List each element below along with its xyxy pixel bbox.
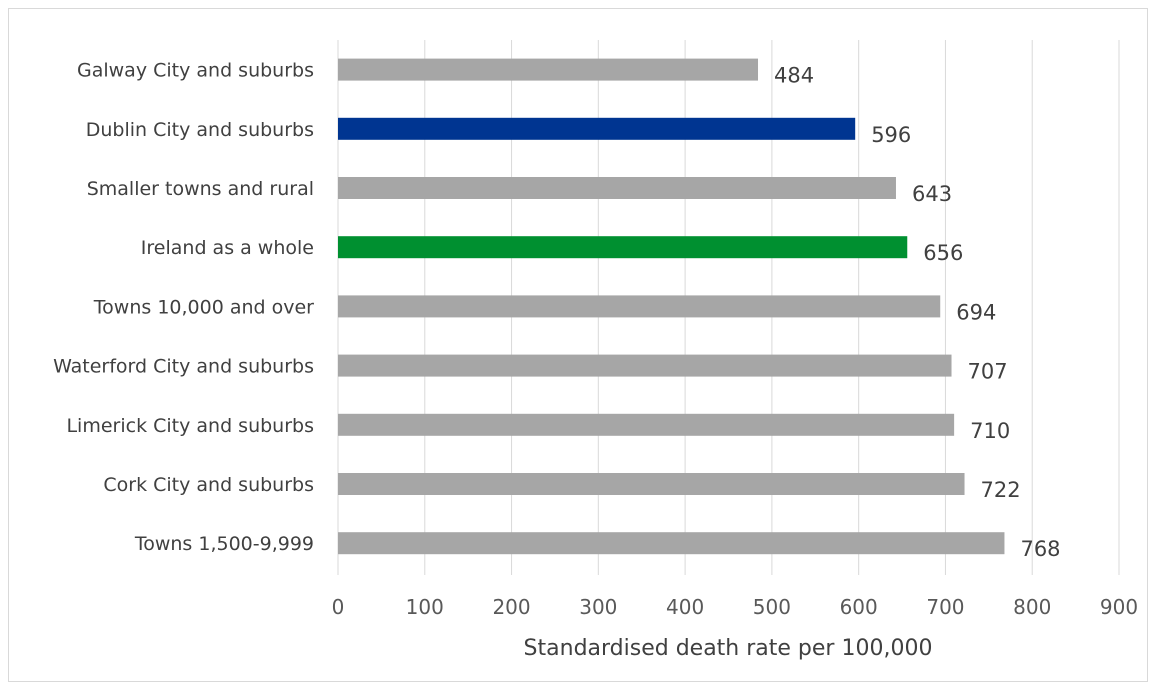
x-tick-labels: 0 100 200 300 400 500 600 700 800 900 — [332, 595, 1138, 619]
category-labels: Galway City and suburbs Dublin City and s… — [53, 60, 314, 556]
bar — [338, 473, 965, 495]
bar — [338, 295, 941, 318]
x-tick-label: 0 — [332, 595, 345, 619]
x-tick-label: 600 — [840, 595, 878, 619]
value-label: 768 — [1020, 537, 1060, 561]
category-label: Waterford City and suburbs — [53, 356, 314, 378]
x-tick-label: 200 — [492, 595, 530, 619]
x-tick-label: 900 — [1100, 595, 1138, 619]
x-tick-label: 800 — [1013, 595, 1051, 619]
value-label: 596 — [871, 123, 911, 147]
category-label: Smaller towns and rural — [87, 178, 314, 200]
category-label: Galway City and suburbs — [77, 60, 314, 82]
category-label: Towns 1,500-9,999 — [134, 533, 314, 555]
x-axis-title: Standardised death rate per 100,000 — [524, 636, 933, 661]
value-label: 694 — [956, 300, 996, 324]
value-label: 484 — [774, 64, 814, 88]
bar — [338, 413, 955, 436]
value-label: 722 — [981, 478, 1021, 502]
value-label: 707 — [968, 360, 1008, 384]
bar — [338, 58, 759, 81]
bar — [338, 117, 856, 140]
category-label: Cork City and suburbs — [103, 474, 314, 496]
bar — [338, 177, 896, 199]
category-label: Towns 10,000 and over — [93, 296, 314, 318]
bars — [338, 58, 1005, 555]
value-label: 710 — [970, 419, 1010, 443]
category-label: Limerick City and suburbs — [66, 415, 314, 437]
category-label: Ireland as a whole — [141, 237, 314, 259]
value-labels: 484 596 643 656 694 707 710 722 768 — [774, 64, 1061, 562]
bar — [338, 236, 908, 259]
bar — [338, 354, 952, 377]
x-tick-label: 300 — [579, 595, 617, 619]
bar — [338, 532, 1005, 555]
value-label: 643 — [912, 182, 952, 206]
x-tick-label: 500 — [753, 595, 791, 619]
x-tick-label: 700 — [926, 595, 964, 619]
x-tick-label: 100 — [406, 595, 444, 619]
category-label: Dublin City and suburbs — [86, 119, 314, 141]
value-label: 656 — [923, 241, 963, 265]
x-tick-label: 400 — [666, 595, 704, 619]
